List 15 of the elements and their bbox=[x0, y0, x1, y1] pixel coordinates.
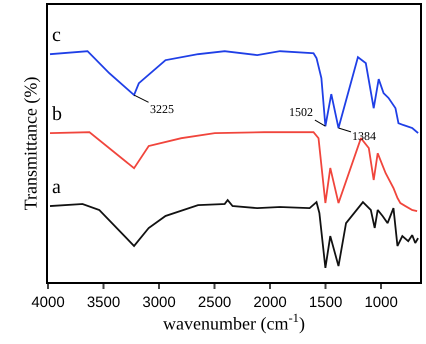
annotation: 1384 bbox=[352, 129, 376, 143]
annotation: 1502 bbox=[289, 105, 313, 119]
x-tick-label: 1000 bbox=[364, 294, 398, 311]
series-label: c bbox=[52, 24, 61, 46]
series-label: b bbox=[52, 103, 62, 125]
x-tick-label: 1500 bbox=[308, 294, 342, 311]
x-axis-title: wavenumber (cm$^{-1}$) bbox=[163, 311, 305, 334]
annotation: 3225 bbox=[150, 102, 174, 116]
x-tick-label: 2000 bbox=[253, 294, 287, 311]
series-label: a bbox=[52, 176, 61, 198]
x-tick-label: 4000 bbox=[31, 294, 65, 311]
x-tick-label: 2500 bbox=[198, 294, 232, 311]
y-axis-title: Transmittance (%) bbox=[20, 76, 41, 210]
x-tick-label: 3000 bbox=[142, 294, 176, 311]
x-tick-label: 3500 bbox=[86, 294, 120, 311]
